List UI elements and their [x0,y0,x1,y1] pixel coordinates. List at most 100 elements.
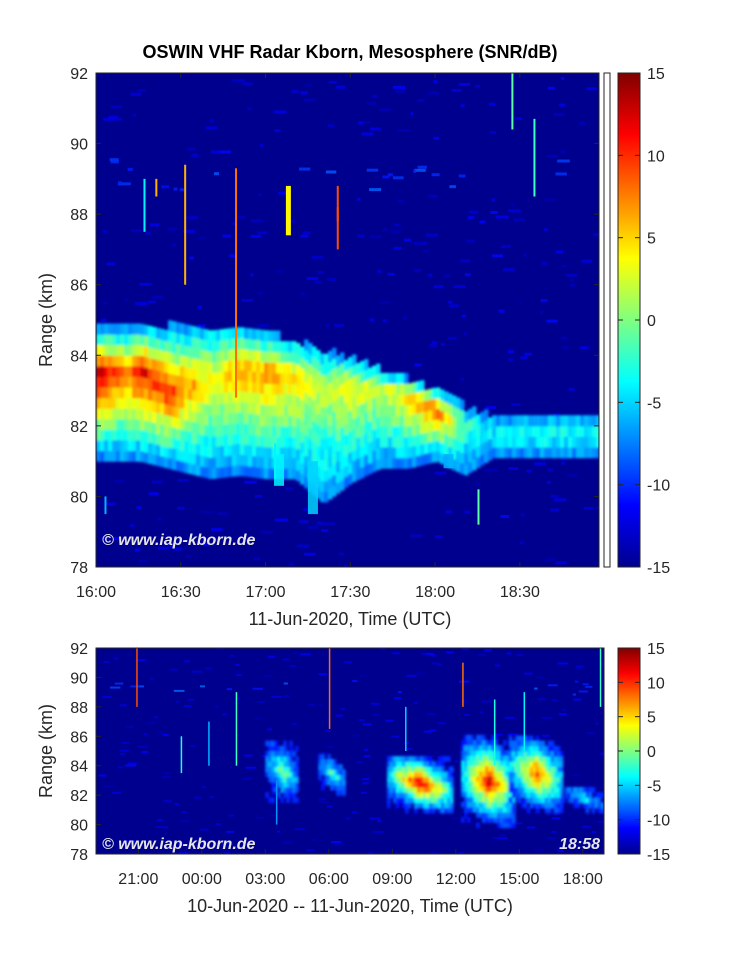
echo-cell [526,792,531,798]
echo-cell [414,771,418,778]
echo-cell [156,391,161,403]
echo-cell [108,439,113,452]
echo-cell [320,491,325,503]
echo-cell [585,792,590,798]
echo-cell [496,436,501,448]
noise-cell [380,648,386,650]
echo-cell [461,817,465,823]
echo-cell [529,766,534,773]
echo-cell [333,764,337,770]
echo-cell [333,769,337,776]
echo-cell [482,812,486,818]
echo-cell [485,760,489,767]
echo-cell [500,806,504,813]
echo-cell [232,370,237,382]
echo-cell [523,781,528,788]
echo-cell [318,753,322,760]
noise-cell [169,544,173,548]
echo-cell [429,766,433,773]
echo-streak [328,648,331,729]
echo-cell [128,344,133,356]
echo-cell [488,817,492,823]
echo-cell [467,801,471,808]
echo-cell [488,786,492,792]
noise-cell [327,277,336,281]
echo-cell [426,761,430,767]
echo-cell [286,756,290,762]
echo-cell [544,745,549,752]
echo-cell [286,787,290,793]
echo-cell [423,781,427,788]
echo-cell [344,455,349,467]
echo-cell [540,425,545,437]
echo-cell [384,404,389,416]
echo-cell [497,760,501,767]
noise-cell [553,113,565,117]
noise-cell [282,658,290,661]
echo-cell [417,797,421,803]
echo-cell [352,417,357,430]
noise-cell [437,722,446,725]
echo-cell [308,353,313,365]
echo-cell [271,761,275,767]
noise-cell [428,273,433,277]
echo-cell [423,792,427,798]
top-y-tick-label: 86 [70,278,88,295]
echo-cell [497,796,501,803]
echo-cell [244,391,249,403]
noise-cell [489,131,497,135]
bottom-x-axis-label: 10-Jun-2020 -- 11-Jun-2020, Time (UTC) [187,896,513,916]
echo-cell [144,399,149,411]
noise-cell [145,231,151,235]
noise-cell [136,506,142,510]
echo-cell [491,745,495,751]
echo-cell [300,357,305,369]
noise-cell [557,662,569,665]
noise-cell [394,697,401,700]
echo-cell [392,447,397,459]
echo-cell [116,323,121,335]
echo-cell [140,345,145,357]
top-y-axis-label: Range (km) [36,273,56,367]
noise-cell [318,800,329,803]
echo-cell [452,427,457,439]
noise-cell [270,814,279,817]
echo-cell [360,382,365,394]
noise-cell [596,357,599,361]
echo-cell [532,802,537,809]
noise-cell [257,324,269,328]
echo-cell [544,771,549,778]
echo-cell [332,358,337,370]
echo-cell [244,327,249,339]
noise-cell [546,811,558,814]
noise-cell [586,87,597,91]
echo-cell [148,410,153,422]
echo-cell [356,415,361,428]
noise-cell [125,840,136,843]
echo-cell [140,429,145,441]
echo-cell [124,418,129,430]
echo-cell [340,352,345,364]
echo-cell [508,415,513,427]
echo-cell [304,371,309,383]
echo-cell [192,358,197,370]
echo-cell [248,370,253,382]
echo-cell [470,770,474,777]
noise-cell [335,714,344,717]
echo-cell [559,766,564,773]
echo-cell [272,404,277,416]
echo-cell [308,395,313,408]
noise-cell [410,534,423,538]
echo-cell [497,806,501,813]
colorbar-tick-label: 10 [647,148,665,165]
echo-cell [252,392,257,404]
echo-cell [268,425,273,437]
echo-cell [240,401,245,413]
echo-cell [491,755,495,762]
echo-cell [312,441,317,453]
echo-cell [220,445,225,457]
bottom-time-stamp: 18:58 [559,836,600,853]
echo-cell [196,327,201,339]
echo-cell [196,412,201,424]
echo-cell [535,751,540,757]
